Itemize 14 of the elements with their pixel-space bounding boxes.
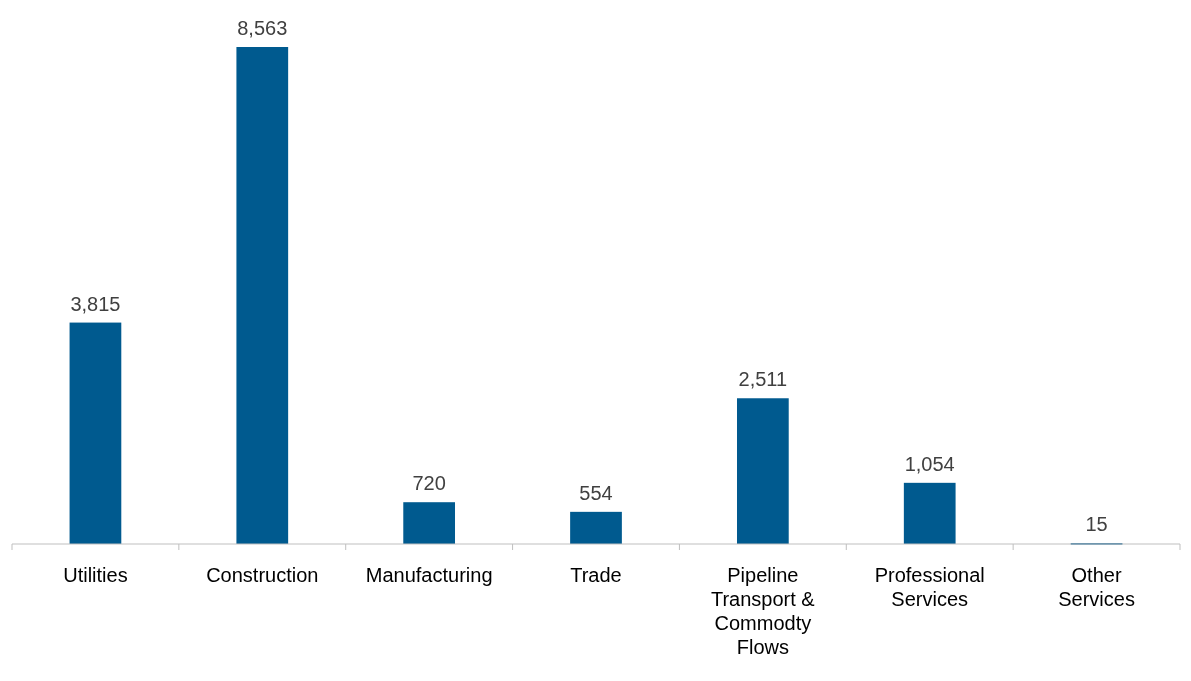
x-tick-label: Utilities <box>63 564 128 586</box>
x-tick-label: Construction <box>206 564 319 586</box>
x-tick-label: Manufacturing <box>365 564 493 586</box>
x-tick-label: Trade <box>570 564 622 586</box>
x-tick-label: Pipeline Transport & Commodty Flows <box>710 564 816 658</box>
data-label: 2,511 <box>738 368 788 391</box>
x-tick-label: Professional Services <box>874 564 985 610</box>
data-label: 15 <box>1085 512 1108 535</box>
x-tick-label: Other Services <box>1058 564 1135 610</box>
data-label: 720 <box>412 472 446 495</box>
data-label: 1,054 <box>904 452 955 475</box>
data-label: 554 <box>579 481 613 504</box>
data-label: 8,563 <box>237 17 288 39</box>
data-label: 3,815 <box>70 292 121 315</box>
